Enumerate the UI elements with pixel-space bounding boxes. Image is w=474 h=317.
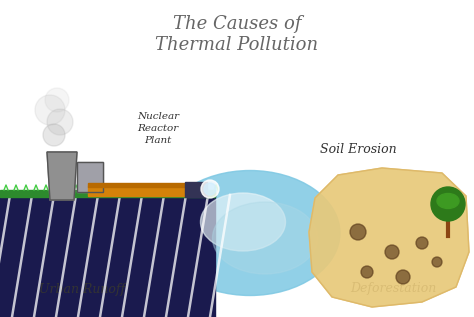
Circle shape — [350, 224, 366, 240]
Polygon shape — [47, 152, 77, 200]
Circle shape — [35, 95, 65, 125]
Bar — [77, 162, 103, 192]
Circle shape — [201, 180, 219, 198]
Text: Urban Runoff: Urban Runoff — [39, 283, 125, 296]
Bar — [77, 162, 103, 192]
Circle shape — [416, 237, 428, 249]
Circle shape — [396, 270, 410, 284]
Circle shape — [204, 183, 216, 195]
Text: Deforestation: Deforestation — [350, 282, 436, 295]
Text: Nuclear
Reactor
Plant: Nuclear Reactor Plant — [137, 112, 179, 145]
Text: Soil Erosion: Soil Erosion — [319, 143, 396, 156]
Circle shape — [43, 124, 65, 146]
Bar — [0, 193, 215, 317]
Ellipse shape — [201, 193, 285, 251]
Bar — [88, 183, 193, 187]
Ellipse shape — [437, 193, 459, 209]
Circle shape — [45, 88, 69, 112]
Circle shape — [47, 109, 73, 135]
Ellipse shape — [212, 202, 318, 274]
Bar — [88, 186, 193, 196]
Bar — [0, 190, 215, 197]
Circle shape — [385, 245, 399, 259]
Polygon shape — [309, 168, 469, 307]
Ellipse shape — [160, 171, 340, 295]
Circle shape — [431, 187, 465, 221]
Text: Thermal Pollution: Thermal Pollution — [155, 36, 319, 54]
Circle shape — [361, 266, 373, 278]
Bar — [185, 182, 207, 197]
Text: The Causes of: The Causes of — [173, 15, 301, 33]
Circle shape — [432, 257, 442, 267]
